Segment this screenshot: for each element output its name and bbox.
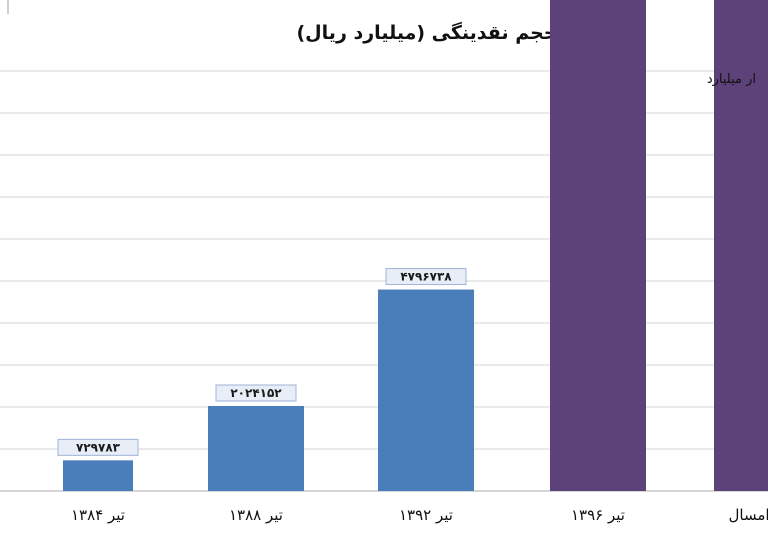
data-label-box [385,268,467,286]
category-label: تیر ۱۳۹۶ [571,506,625,524]
bars [63,0,768,491]
bar [208,405,304,491]
data-label-box [57,438,139,456]
chart-title: حجم نقدینگی (میلیارد ریال) [297,21,558,44]
bar [550,0,646,491]
data-label-box [215,384,297,402]
category-label: تیر ۱۳۸۸ [229,506,283,524]
data-label: ۴۷۹۶۷۳۸ [400,270,452,284]
category-label: امسال [728,506,768,524]
data-label: ۷۲۹۷۸۳ [76,440,121,454]
bar [378,289,474,491]
data-label: ۲۰۲۴۱۵۲ [230,386,282,400]
category-label: تیر ۱۳۸۴ [71,506,125,524]
category-labels: تیر ۱۳۸۴ تیر ۱۳۸۸ تیر ۱۳۹۲ تیر ۱۳۹۶ امسال [71,506,768,524]
data-labels: ۷۲۹۷۸۳۲۰۲۴۱۵۲۴۷۹۶۷۳۸۱۳۳۳۷۴۰۰ار میلیارد [57,72,756,456]
data-label: ار میلیارد [707,72,756,87]
bar [63,460,133,491]
category-label: تیر ۱۳۹۲ [399,506,453,524]
bar [714,0,768,491]
